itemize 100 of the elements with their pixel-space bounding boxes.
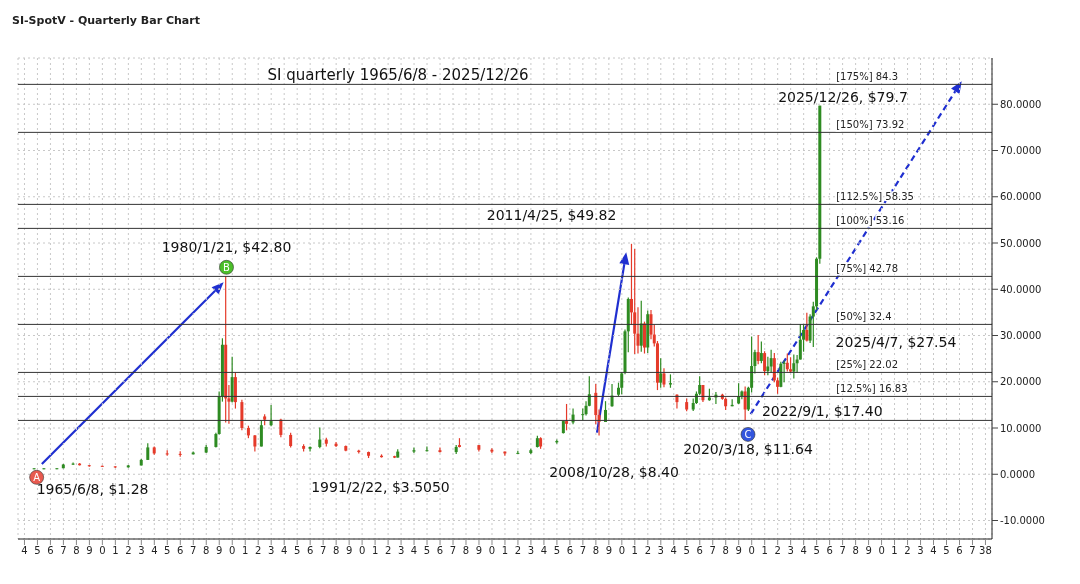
candlestick	[259, 420, 263, 448]
x-tick-label: 1	[242, 545, 249, 557]
x-tick-label: 0	[488, 545, 496, 557]
candlestick	[792, 353, 796, 380]
x-tick-label: 6	[47, 545, 54, 557]
x-tick-label: 3	[527, 545, 535, 557]
x-tick-label: 5	[813, 545, 820, 557]
x-tick-label: 3	[787, 545, 794, 557]
x-tick-label: 5	[164, 545, 171, 557]
candlestick	[785, 352, 789, 373]
y-tick-label: 0.0000	[1000, 468, 1035, 480]
x-tick-label: 3	[917, 545, 924, 557]
annotation: 2022/9/1, $17.40	[761, 402, 883, 419]
x-tick-label: 3	[397, 545, 405, 557]
ref-line-label: [175%] 84.3	[836, 71, 898, 83]
x-tick-label: 1	[761, 545, 768, 557]
x-tick-label: 4	[800, 545, 807, 557]
x-tick-label: 8	[203, 545, 210, 557]
x-tick-label: 4	[670, 545, 677, 557]
x-tick-label: 8	[852, 545, 859, 557]
annotation: 2020/3/18, $11.64	[683, 441, 813, 458]
text: SI quarterly 1965/6/8 - 2025/12/26	[267, 66, 529, 84]
x-tick-label: 0	[618, 545, 626, 557]
candlestick	[490, 447, 494, 454]
candlestick	[756, 334, 760, 365]
candlestick	[438, 446, 442, 454]
y-tick-label: -10.0000	[1000, 515, 1045, 527]
ref-line-label: [75%] 42.78	[836, 263, 898, 275]
x-tick-label: 7	[579, 545, 587, 557]
x-tick-label: 1	[631, 545, 638, 557]
x-tick-label: 6	[696, 545, 703, 557]
x-tick-label: 7	[969, 545, 976, 557]
x-tick-label: 7	[709, 545, 716, 557]
x-tick-label: 0	[748, 545, 755, 557]
annotation: 1965/6/8, $1.28	[36, 481, 149, 498]
x-tick-label: 8	[592, 545, 600, 557]
y-tick-label: 50.0000	[1000, 237, 1042, 249]
candlestick	[412, 446, 416, 454]
y-tick-label: 70.0000	[1000, 145, 1042, 157]
x-tick-label: 38	[979, 545, 992, 557]
x-tick-label: 5	[683, 545, 690, 557]
candlestick	[604, 400, 608, 423]
x-tick-label: 7	[839, 545, 846, 557]
x-tick-label: 1	[371, 545, 379, 557]
x-tick-label: 5	[943, 545, 950, 557]
x-tick-label: 6	[177, 545, 184, 557]
x-tick-label: 4	[151, 545, 158, 557]
ref-line-label: [100%] 53.16	[836, 215, 905, 227]
x-tick-label: 5	[553, 545, 561, 557]
x-tick-label: 5	[293, 545, 301, 557]
candlestick	[308, 445, 312, 453]
x-tick-label: 2	[384, 545, 392, 557]
candlestick	[279, 418, 283, 438]
x-tick-label: 9	[475, 545, 483, 557]
candlestick	[269, 404, 273, 427]
ref-line-label: [50%] 32.4	[836, 311, 892, 323]
candlestick	[662, 367, 666, 388]
x-tick-label: 2	[255, 545, 262, 557]
y-tick-label: 60.0000	[1000, 191, 1042, 203]
x-tick-label: 8	[462, 545, 470, 557]
candlestick	[649, 309, 653, 340]
annotation: 1991/2/22, $3.5050	[311, 479, 450, 496]
ref-line-label: [12.5%] 16.83	[836, 383, 908, 395]
x-tick-label: 7	[319, 545, 327, 557]
candlestick	[769, 349, 773, 374]
x-tick-label: 7	[449, 545, 457, 557]
candlestick	[318, 426, 322, 449]
x-tick-label: 5	[423, 545, 431, 557]
x-tick-label: 7	[60, 545, 67, 557]
x-tick-label: 9	[605, 545, 613, 557]
candlestick	[425, 445, 429, 453]
x-tick-label: 6	[566, 545, 574, 557]
x-tick-label: 1	[112, 545, 119, 557]
x-tick-label: 1	[891, 545, 898, 557]
ref-line-label: [25%] 22.02	[836, 359, 898, 371]
x-tick-label: 4	[930, 545, 937, 557]
annotation: 1980/1/21, $42.80	[161, 239, 292, 256]
x-tick-label: 5	[34, 545, 41, 557]
candlestick	[782, 359, 786, 383]
y-tick-label: 10.0000	[1000, 422, 1042, 434]
x-tick-label: 4	[540, 545, 548, 557]
annotation: B	[223, 262, 231, 274]
y-tick-label: 80.0000	[1000, 98, 1042, 110]
x-tick-label: 9	[735, 545, 742, 557]
x-tick-label: 2	[644, 545, 652, 557]
x-tick-label: 0	[878, 545, 885, 557]
candlestick	[759, 340, 763, 364]
x-tick-label: 6	[306, 545, 314, 557]
x-tick-label: 4	[21, 545, 28, 557]
annotation: 2008/10/28, $8.40	[549, 464, 679, 481]
x-tick-label: 6	[826, 545, 833, 557]
candlestick	[633, 248, 637, 355]
x-tick-label: 2	[514, 545, 522, 557]
y-tick-label: 30.0000	[1000, 330, 1042, 342]
x-tick-label: 9	[865, 545, 872, 557]
x-tick-label: 6	[436, 545, 444, 557]
x-tick-label: 0	[229, 545, 236, 557]
candlestick	[639, 300, 643, 353]
y-tick-label: 40.0000	[1000, 283, 1042, 295]
x-tick-label: 9	[345, 545, 353, 557]
